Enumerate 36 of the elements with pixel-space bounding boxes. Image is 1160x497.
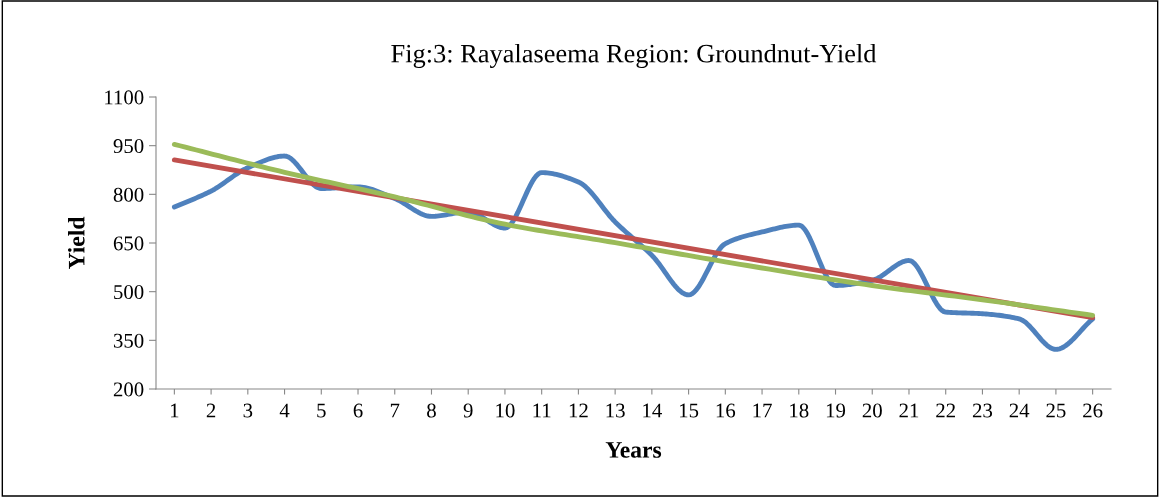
x-tick-label: 25 xyxy=(1046,403,1066,418)
x-tick-label: 24 xyxy=(1009,403,1030,418)
x-tick-label: 9 xyxy=(463,403,473,418)
x-tick-label: 17 xyxy=(753,403,772,418)
y-tick-label: 200 xyxy=(113,382,144,397)
x-tick-label: 3 xyxy=(243,403,253,418)
x-tick-label: 5 xyxy=(317,403,326,418)
x-tick-label: 23 xyxy=(972,403,993,418)
x-tick-label: 14 xyxy=(643,403,662,418)
x-tick-label: 6 xyxy=(353,403,363,418)
x-axis-title: Years xyxy=(605,442,662,458)
x-tick-label: 19 xyxy=(826,403,846,418)
y-tick-label: 800 xyxy=(113,187,144,202)
chart-title: Fig:3: Rayalaseema Region: Groundnut-Yield xyxy=(391,43,877,68)
x-tick-label: 18 xyxy=(790,403,809,418)
y-tick-label: 1100 xyxy=(105,90,144,105)
x-tick-label: 26 xyxy=(1083,403,1103,418)
x-tick-label: 13 xyxy=(606,403,625,418)
y-tick-label: 950 xyxy=(113,139,144,154)
x-tick-label: 15 xyxy=(680,403,699,418)
y-axis-title: Yield xyxy=(68,216,85,270)
x-tick-label: 7 xyxy=(390,403,400,418)
x-tick-label: 8 xyxy=(427,403,436,418)
x-tick-label: 10 xyxy=(496,403,515,418)
x-tick-label: 11 xyxy=(533,403,551,418)
x-tick-label: 12 xyxy=(569,403,588,418)
y-tick-label: 650 xyxy=(113,236,144,251)
y-tick-label: 500 xyxy=(114,285,144,300)
x-tick-label: 16 xyxy=(716,403,736,418)
y-tick-label: 350 xyxy=(113,333,144,348)
x-tick-label: 1 xyxy=(170,403,179,418)
x-tick-label: 4 xyxy=(279,403,290,418)
x-tick-label: 20 xyxy=(862,403,882,418)
x-tick-label: 21 xyxy=(899,403,919,418)
x-tick-label: 2 xyxy=(206,403,216,418)
x-tick-label: 22 xyxy=(936,403,955,418)
